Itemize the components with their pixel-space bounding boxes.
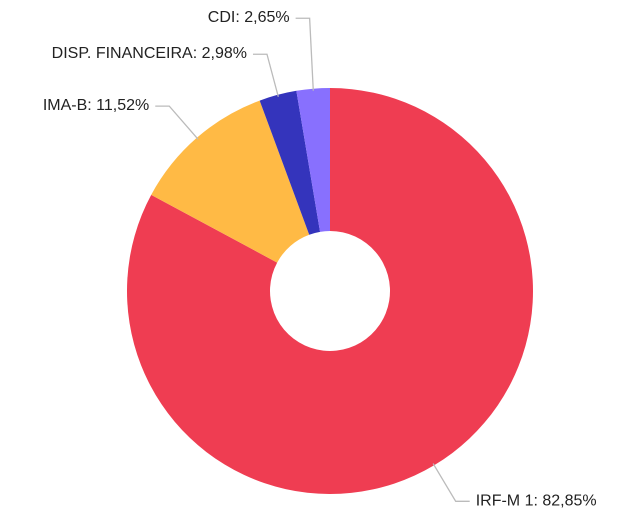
leader-line — [295, 17, 314, 91]
leader-line — [155, 105, 199, 140]
slice — [259, 90, 321, 235]
slice — [296, 88, 330, 232]
slice-label-value: 2,98% — [202, 45, 247, 62]
slice-label-value: 11,52% — [96, 97, 149, 114]
slice-label-name: DISP. FINANCEIRA — [52, 45, 193, 62]
leader-line — [252, 53, 279, 97]
slice-label-separator: : — [235, 9, 244, 26]
slice-label: IMA-B: 11,52% — [43, 97, 149, 114]
slice-label-name: IMA-B — [43, 97, 87, 114]
slice-label-separator: : — [193, 45, 202, 62]
slice-label-separator: : — [87, 97, 96, 114]
slice — [151, 100, 310, 263]
slice-label-name: IRF-M 1 — [476, 493, 534, 510]
slice-label-separator: : — [533, 493, 542, 510]
slice-label: IRF-M 1: 82,85% — [476, 493, 597, 510]
slice-label: DISP. FINANCEIRA: 2,98% — [52, 45, 247, 62]
leader-line — [432, 463, 470, 502]
slice-label-value: 2,65% — [244, 9, 289, 26]
slice — [126, 88, 533, 495]
slice-label-name: CDI — [208, 9, 236, 26]
slice-label: CDI: 2,65% — [208, 9, 290, 26]
slice-label-value: 82,85% — [542, 493, 596, 510]
